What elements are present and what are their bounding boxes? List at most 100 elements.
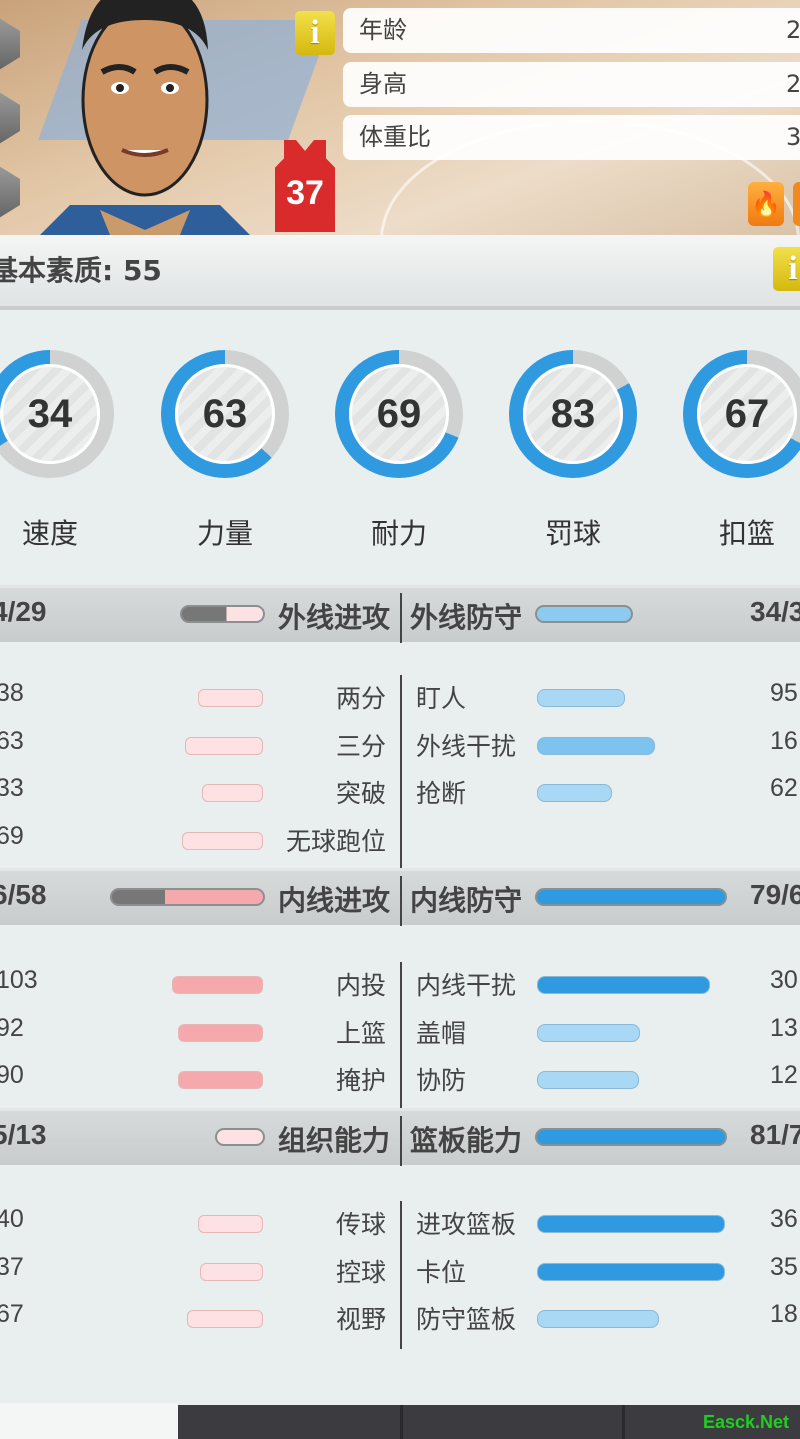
attribute-label: 身高 [359,70,407,98]
stat-row: 40 传球 进攻篮板 36 [0,1201,800,1241]
stat-bar [202,784,263,802]
stat-label: 力量 [196,517,253,550]
stat-label: 内投 [335,971,386,1000]
stat-label: 掩护 [335,1066,386,1095]
stat-value: 34 [0,364,100,464]
section-progress-left [110,888,265,906]
basic-quality-bar: 基本素质: 55 i [0,235,800,310]
stat-label: 防守篮板 [416,1305,517,1334]
stat-bar [172,976,263,994]
stat-bar [185,736,263,755]
stat-bar [537,976,710,994]
stat-label: 内线干扰 [416,971,517,1000]
stat-row: 33 突破 抢断 62 [0,770,800,810]
stat-ring-0: 34 [0,350,114,478]
attribute-label: 年龄 [359,16,407,44]
tab-active[interactable] [0,1403,178,1439]
stat-bar [198,689,263,707]
stat-value: 40 [0,1205,24,1233]
stat-label: 进攻篮板 [416,1210,517,1239]
stat-bar [187,1310,263,1328]
stat-bar [537,784,612,802]
stat-ring-1: 63 [161,350,289,478]
badge-slot-icon[interactable] [0,92,20,144]
section-score-right: 79/6 [750,879,800,910]
stat-row: 92 上篮 盖帽 13 [0,1010,800,1050]
stat-label: 耐力 [370,517,427,550]
stat-row: 38 两分 盯人 95 [0,675,800,715]
stat-label: 协防 [416,1066,467,1095]
section-title-right: 篮板能力 [410,1124,523,1157]
jersey-number: 37 [275,140,335,232]
stat-label: 控球 [335,1257,386,1287]
stat-value: 90 [0,1061,24,1089]
stat-label: 盖帽 [416,1018,467,1048]
stat-value: 35 [770,1252,798,1281]
stat-row: 37 控球 卡位 35 [0,1249,800,1289]
stat-bar [537,1262,725,1281]
stat-label: 上篮 [335,1018,386,1048]
stat-bar [537,689,625,707]
section-score-left: 4/29 [0,596,47,627]
tab-divider [400,1405,403,1439]
stat-bar [178,1023,263,1042]
attribute-label: 体重比 [359,123,431,151]
stat-value: 95 [770,679,798,707]
divider [400,1201,402,1349]
section-title-left: 组织能力 [277,1124,390,1157]
stat-label: 抢断 [416,779,467,808]
stat-label: 外线干扰 [416,731,517,761]
section-progress-left [180,605,265,623]
section-progress-right [535,605,633,623]
stat-row: 63 三分 外线干扰 16 [0,723,800,763]
section-score-left: 6/58 [0,879,47,910]
stat-value: 12 [770,1061,798,1089]
attribute-value: 3 [786,123,800,151]
player-banner: 37 i 年龄 2 身高 22 体重比 3 🔥 [0,0,800,235]
stat-value: 38 [0,679,24,707]
stat-value: 67 [0,1300,24,1328]
stat-value: 62 [770,774,798,802]
divider [400,876,402,926]
stat-value: 13 [770,1013,798,1042]
divider [400,593,402,643]
watermark: Easck.Net [703,1412,790,1432]
stat-value: 69 [349,364,449,464]
section-score-right: 34/3 [750,596,800,627]
stat-label: 罚球 [544,517,601,550]
stat-value: 83 [523,364,623,464]
badge-slot-icon[interactable] [0,18,20,70]
basic-quality-label: 基本素质: 55 [0,254,162,287]
attribute-value: 22 [786,70,800,98]
section-title-left: 内线进攻 [277,884,390,917]
info-button[interactable]: i [295,11,335,55]
section-progress-right [535,1128,727,1146]
stat-label: 三分 [335,731,386,761]
extra-button[interactable] [793,182,800,226]
stat-label: 无球跑位 [285,826,386,856]
stat-value: 33 [0,774,24,802]
stat-ring-2: 69 [335,350,463,478]
stat-value: 92 [0,1013,24,1042]
badge-slot-icon[interactable] [0,166,20,218]
stat-label: 传球 [335,1210,386,1239]
stat-value: 103 [0,966,38,994]
info-button[interactable]: i [773,247,800,291]
stat-value: 36 [770,1205,798,1233]
stat-value: 63 [175,364,275,464]
stat-value: 18 [770,1300,798,1328]
player-avatar [40,0,250,235]
fire-button[interactable]: 🔥 [748,182,784,226]
stat-ring-3: 83 [509,350,637,478]
stat-row: 69 无球跑位 [0,818,800,858]
section-title-left: 外线进攻 [277,601,390,634]
attribute-height: 身高 22 [343,62,800,107]
tab-divider [622,1405,625,1439]
stat-label: 视野 [335,1305,386,1334]
section-progress-right [535,888,727,906]
section-score-right: 81/7 [750,1119,800,1150]
stat-bar [178,1071,263,1089]
attribute-value: 2 [786,16,800,44]
stat-label: 速度 [21,517,78,550]
stat-label: 盯人 [416,684,467,713]
